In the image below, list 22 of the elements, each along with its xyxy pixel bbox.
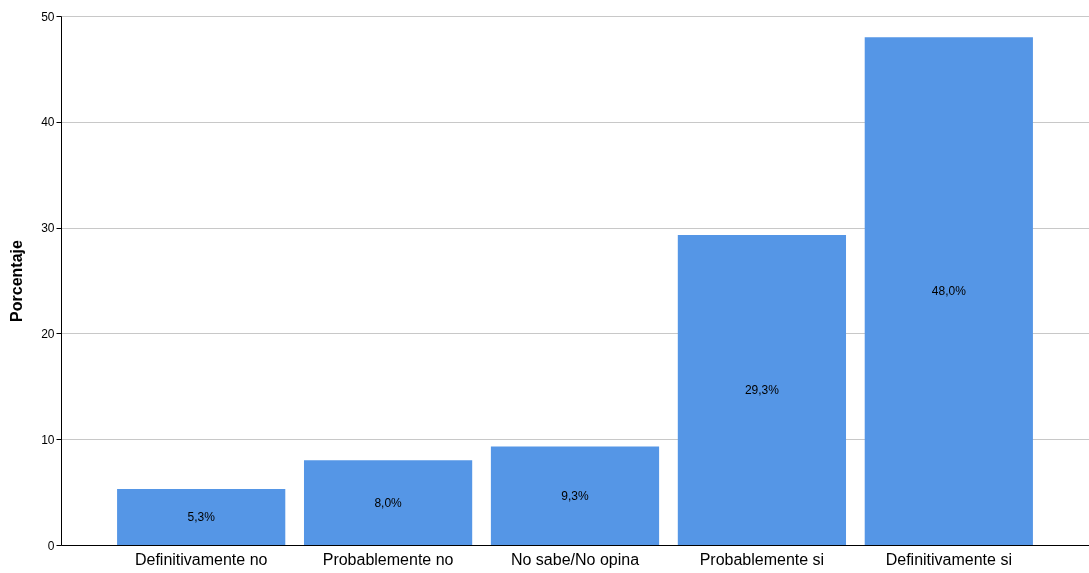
- data-label: 29,3%: [744, 383, 780, 397]
- bar: [864, 37, 1033, 545]
- bar: [303, 460, 473, 545]
- y-axis-title: Porcentaje: [8, 239, 26, 322]
- bar: [677, 235, 847, 545]
- y-tick-label: 0: [47, 538, 55, 553]
- y-tick-label: 20: [41, 326, 55, 341]
- y-tick-label: 30: [41, 221, 55, 236]
- data-label: 48,0%: [931, 284, 967, 299]
- x-tick-label: Definitivamente no: [134, 550, 268, 568]
- x-tick-label: Probablemente no: [322, 550, 454, 568]
- x-tick-label: Probablemente si: [699, 550, 825, 568]
- y-tick-label: 40: [41, 115, 55, 130]
- x-tick-label: No sabe/No opina: [510, 550, 640, 568]
- bar: [117, 488, 286, 545]
- data-label: 5,3%: [187, 509, 216, 524]
- y-tick-label: 10: [41, 432, 55, 447]
- data-label: 9,3%: [561, 488, 589, 503]
- x-tick-label: Definitivamente si: [885, 550, 1012, 568]
- data-label: 8,0%: [374, 495, 403, 510]
- bar: [490, 446, 660, 545]
- y-tick-label: 50: [41, 9, 55, 24]
